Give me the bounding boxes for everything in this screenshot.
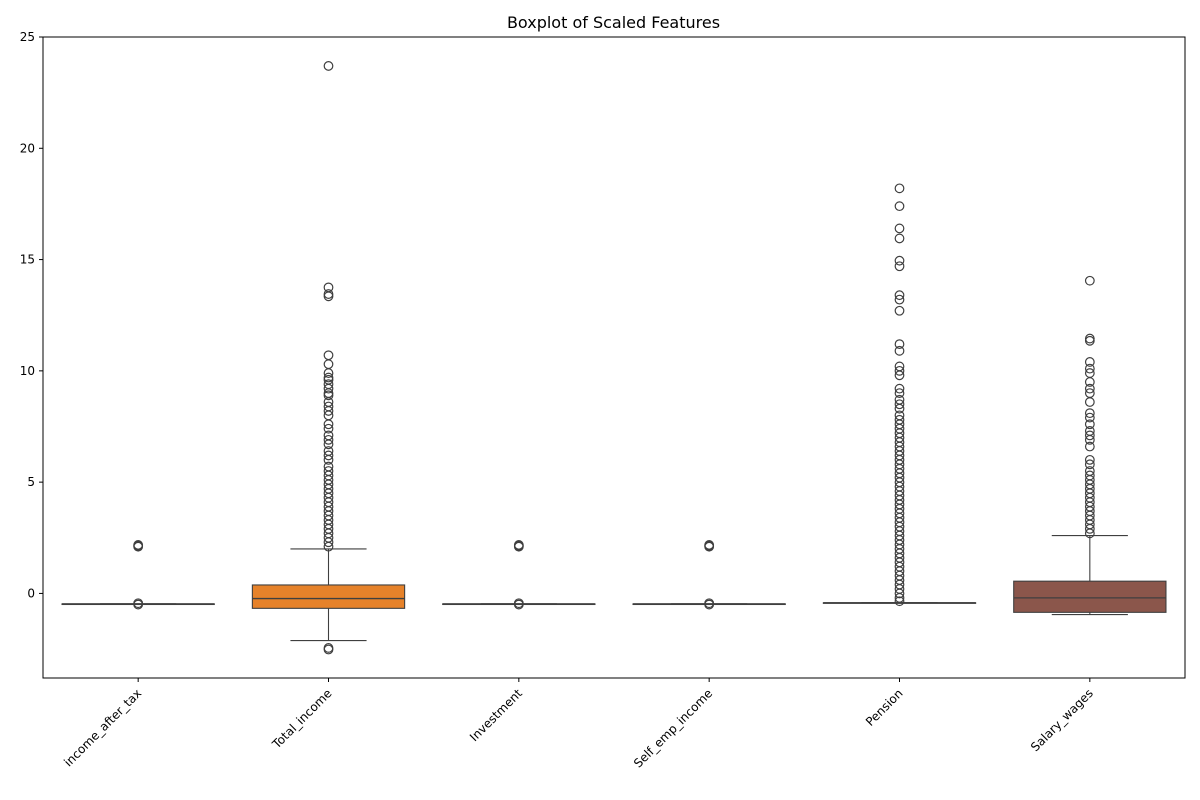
flier-point bbox=[513, 598, 524, 609]
flier-point bbox=[894, 345, 905, 356]
flier-point bbox=[1084, 470, 1095, 481]
flier-point bbox=[1084, 275, 1095, 286]
y-tick-label: 15 bbox=[20, 253, 35, 267]
x-tick-label: Investment bbox=[467, 686, 525, 744]
flier-point bbox=[894, 305, 905, 316]
flier-point bbox=[894, 201, 905, 212]
box-group-4 bbox=[822, 183, 977, 607]
flier-point bbox=[323, 282, 334, 293]
x-tick-label: Pension bbox=[863, 686, 906, 729]
flier-point bbox=[323, 446, 334, 456]
box-group-3 bbox=[632, 540, 786, 610]
flier-point bbox=[1084, 454, 1095, 465]
flier-point bbox=[894, 261, 905, 272]
box-group-5 bbox=[1013, 275, 1167, 616]
x-tick-label: Total_income bbox=[269, 686, 335, 752]
flier-point bbox=[894, 255, 905, 266]
flier-point bbox=[1084, 441, 1095, 452]
flier-point bbox=[894, 383, 905, 394]
flier-point bbox=[1084, 466, 1095, 476]
flier-point bbox=[133, 598, 144, 609]
y-axis: 0 5 10 15 20 25 bbox=[20, 30, 43, 600]
flier-point bbox=[1084, 377, 1095, 387]
flier-point bbox=[323, 61, 334, 71]
y-tick-label: 25 bbox=[20, 30, 35, 44]
flier-point bbox=[1084, 333, 1095, 344]
y-tick-label: 0 bbox=[27, 586, 35, 600]
flier-point bbox=[894, 290, 905, 301]
box bbox=[1013, 580, 1167, 613]
flier-point bbox=[894, 294, 905, 305]
flier-point bbox=[323, 372, 334, 383]
flier-point bbox=[894, 399, 905, 410]
x-axis: income_after_tax Total_income Investment Se… bbox=[61, 678, 1096, 771]
box-group-0 bbox=[61, 540, 215, 610]
flier-point bbox=[323, 423, 334, 434]
flier-point bbox=[323, 359, 334, 370]
flier-point bbox=[323, 350, 334, 361]
flier-point bbox=[323, 379, 334, 390]
x-tick-label: Self_emp_income bbox=[631, 686, 715, 770]
flier-point bbox=[1084, 383, 1095, 394]
box-group-1 bbox=[251, 61, 406, 655]
flier-point bbox=[1084, 363, 1095, 374]
flier-point bbox=[323, 644, 334, 655]
flier-point bbox=[1084, 412, 1095, 423]
y-tick-label: 20 bbox=[20, 141, 35, 155]
flier-point bbox=[894, 365, 905, 376]
flier-point bbox=[1084, 426, 1095, 436]
flier-point bbox=[513, 540, 524, 550]
chart-title: Boxplot of Scaled Features bbox=[507, 13, 720, 32]
axes-frame bbox=[42, 36, 1186, 679]
flier-point bbox=[1084, 419, 1095, 430]
flier-point bbox=[323, 289, 334, 299]
flier-point bbox=[1084, 397, 1095, 407]
flier-point bbox=[894, 410, 905, 421]
flier-point bbox=[894, 183, 905, 194]
flier-point bbox=[704, 598, 715, 609]
flier-point bbox=[1084, 430, 1095, 441]
flier-point bbox=[1084, 459, 1095, 470]
flier-point bbox=[323, 430, 334, 441]
flier-point bbox=[1084, 368, 1095, 378]
box-group-2 bbox=[442, 540, 596, 610]
flier-point bbox=[133, 540, 144, 550]
x-tick-label: Salary_wages bbox=[1028, 686, 1096, 754]
flier-point bbox=[894, 394, 905, 405]
flier-point bbox=[1084, 388, 1095, 399]
flier-point bbox=[894, 596, 905, 607]
flier-point bbox=[323, 450, 334, 461]
y-tick-label: 5 bbox=[27, 475, 35, 489]
flier-point bbox=[894, 223, 905, 234]
box bbox=[251, 584, 406, 609]
flier-point bbox=[323, 466, 334, 476]
flier-point bbox=[323, 434, 334, 445]
flier-point bbox=[323, 401, 334, 412]
flier-point bbox=[1084, 357, 1095, 367]
flier-point bbox=[894, 414, 905, 425]
flier-point bbox=[894, 361, 905, 372]
y-tick-label: 10 bbox=[20, 364, 35, 378]
flier-point bbox=[894, 233, 905, 244]
flier-point bbox=[1084, 408, 1095, 419]
flier-point bbox=[323, 461, 334, 472]
x-tick-label: income_after_tax bbox=[61, 686, 144, 769]
flier-point bbox=[894, 388, 905, 399]
flier-point bbox=[704, 540, 715, 550]
plot-area bbox=[61, 61, 1167, 655]
flier-point bbox=[894, 339, 905, 350]
